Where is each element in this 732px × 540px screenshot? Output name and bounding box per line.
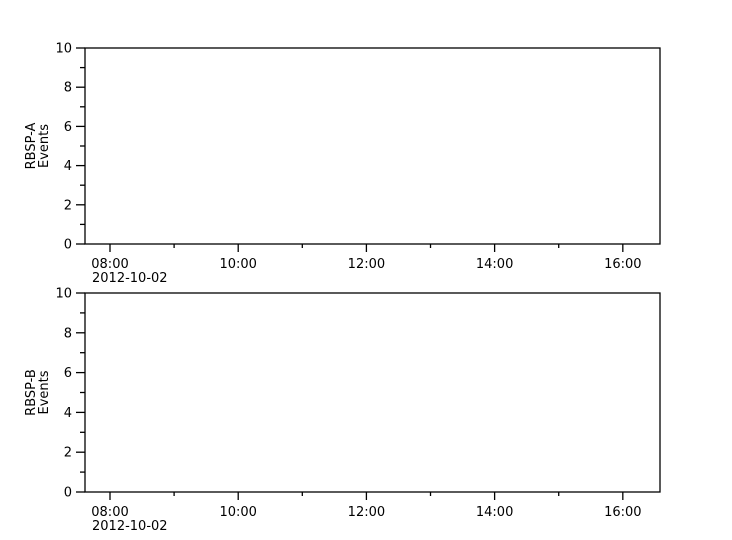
y-tick-label: 6	[64, 366, 72, 381]
x-tick-label: 08:00	[91, 257, 128, 272]
y-tick-label: 0	[64, 238, 72, 253]
x-date-label: 2012-10-02	[92, 271, 168, 286]
y-tick-label: 0	[64, 486, 72, 501]
y-tick-label: 6	[64, 120, 72, 135]
y-tick-label: 4	[64, 159, 72, 174]
x-tick-label: 16:00	[604, 257, 641, 272]
y-tick-label: 2	[64, 198, 72, 213]
x-date-label: 2012-10-02	[92, 519, 168, 534]
y-tick-label: 8	[64, 326, 72, 341]
x-tick-label: 12:00	[348, 505, 385, 520]
y-axis-label: RBSP-BEvents	[24, 369, 52, 416]
x-tick-label: 10:00	[219, 505, 256, 520]
x-tick-label: 16:00	[604, 505, 641, 520]
x-tick-label: 14:00	[476, 505, 513, 520]
x-tick-label: 12:00	[348, 257, 385, 272]
y-tick-label: 8	[64, 81, 72, 96]
y-tick-label: 4	[64, 406, 72, 421]
y-tick-label: 10	[55, 287, 72, 302]
x-tick-label: 08:00	[91, 505, 128, 520]
y-tick-label: 10	[55, 42, 72, 57]
x-tick-label: 10:00	[219, 257, 256, 272]
y-tick-label: 2	[64, 446, 72, 461]
y-axis-label: RBSP-AEvents	[24, 122, 52, 169]
x-tick-label: 14:00	[476, 257, 513, 272]
